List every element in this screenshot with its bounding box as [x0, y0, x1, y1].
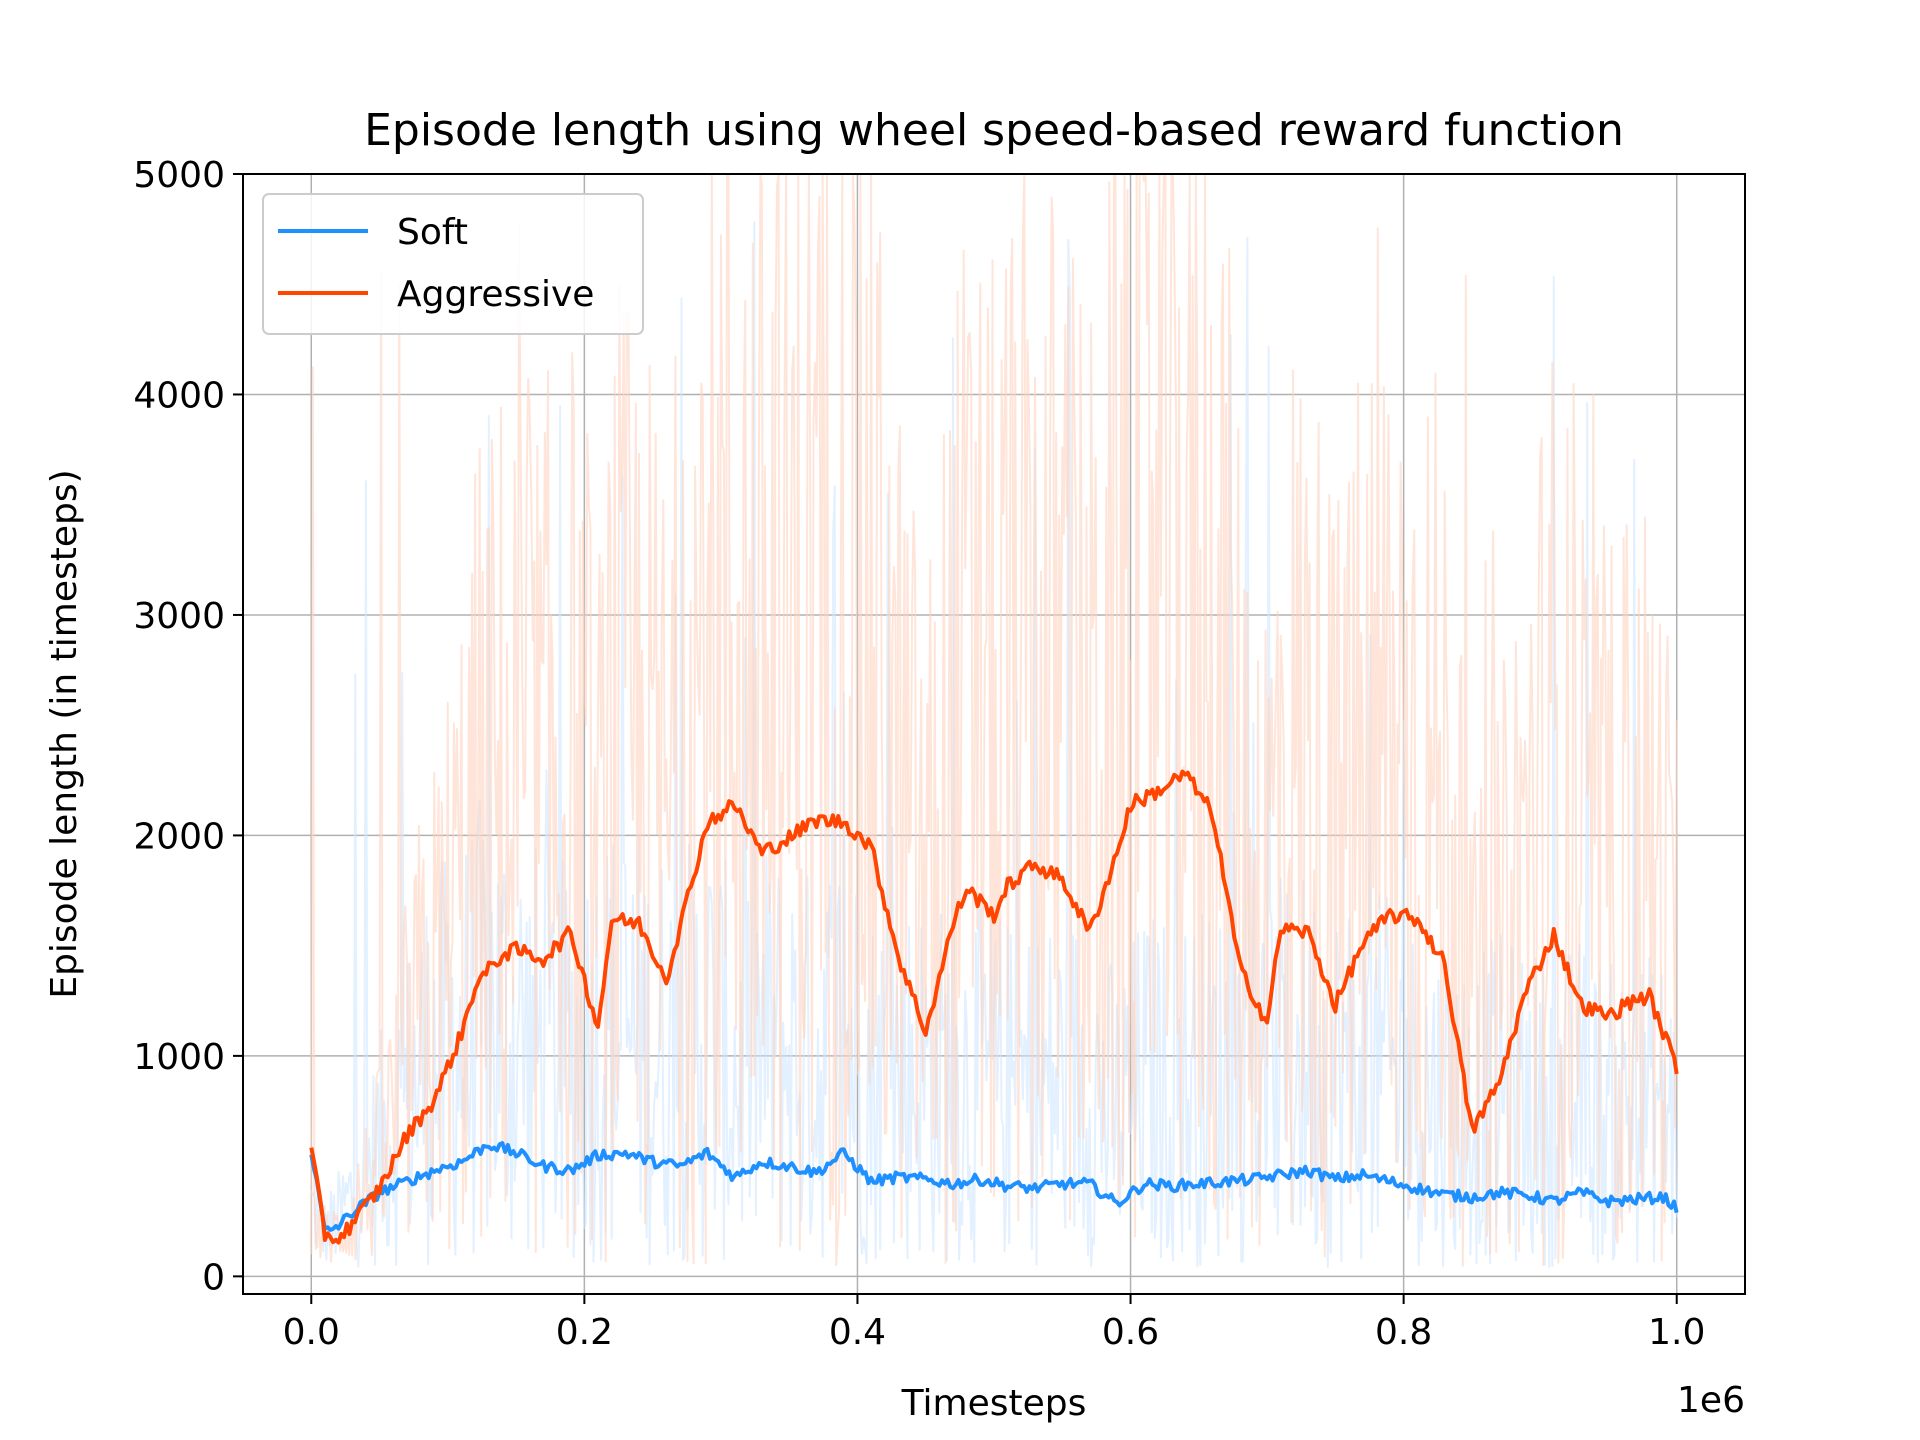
y-tick-label: 1000 — [133, 1037, 225, 1078]
y-tick-label: 4000 — [133, 375, 225, 416]
legend-label-soft: Soft — [397, 212, 468, 253]
y-axis-ticks: 0 1000 2000 3000 4000 5000 — [133, 155, 243, 1298]
smoothed-lines — [309, 769, 1679, 1245]
x-tick-label: 1.0 — [1648, 1312, 1705, 1353]
x-tick-label: 0.0 — [283, 1312, 340, 1353]
x-tick-label: 0.4 — [829, 1312, 886, 1353]
series-line-soft — [309, 1141, 1679, 1232]
y-tick-label: 3000 — [133, 596, 225, 637]
x-offset-label: 1e6 — [1677, 1380, 1745, 1421]
x-tick-label: 0.2 — [556, 1312, 613, 1353]
y-tick-label: 5000 — [133, 155, 225, 196]
legend-label-aggressive: Aggressive — [397, 274, 594, 315]
raw-trace-aggressive — [310, 173, 1678, 1267]
chart-title: Episode length using wheel speed-based r… — [364, 105, 1624, 156]
x-tick-label: 0.6 — [1102, 1312, 1159, 1353]
raw-traces — [310, 173, 1678, 1269]
x-tick-label: 0.8 — [1375, 1312, 1432, 1353]
series-line-aggressive — [309, 769, 1679, 1245]
x-axis-ticks: 0.0 0.2 0.4 0.6 0.8 1.0 — [283, 1294, 1705, 1353]
legend: Soft Aggressive — [262, 193, 644, 335]
y-tick-label: 0 — [202, 1257, 225, 1298]
y-axis-label: Episode length (in timesteps) — [44, 469, 85, 998]
y-tick-label: 2000 — [133, 816, 225, 857]
axes-frame — [242, 173, 1746, 1295]
x-axis-label: Timesteps — [901, 1383, 1087, 1424]
